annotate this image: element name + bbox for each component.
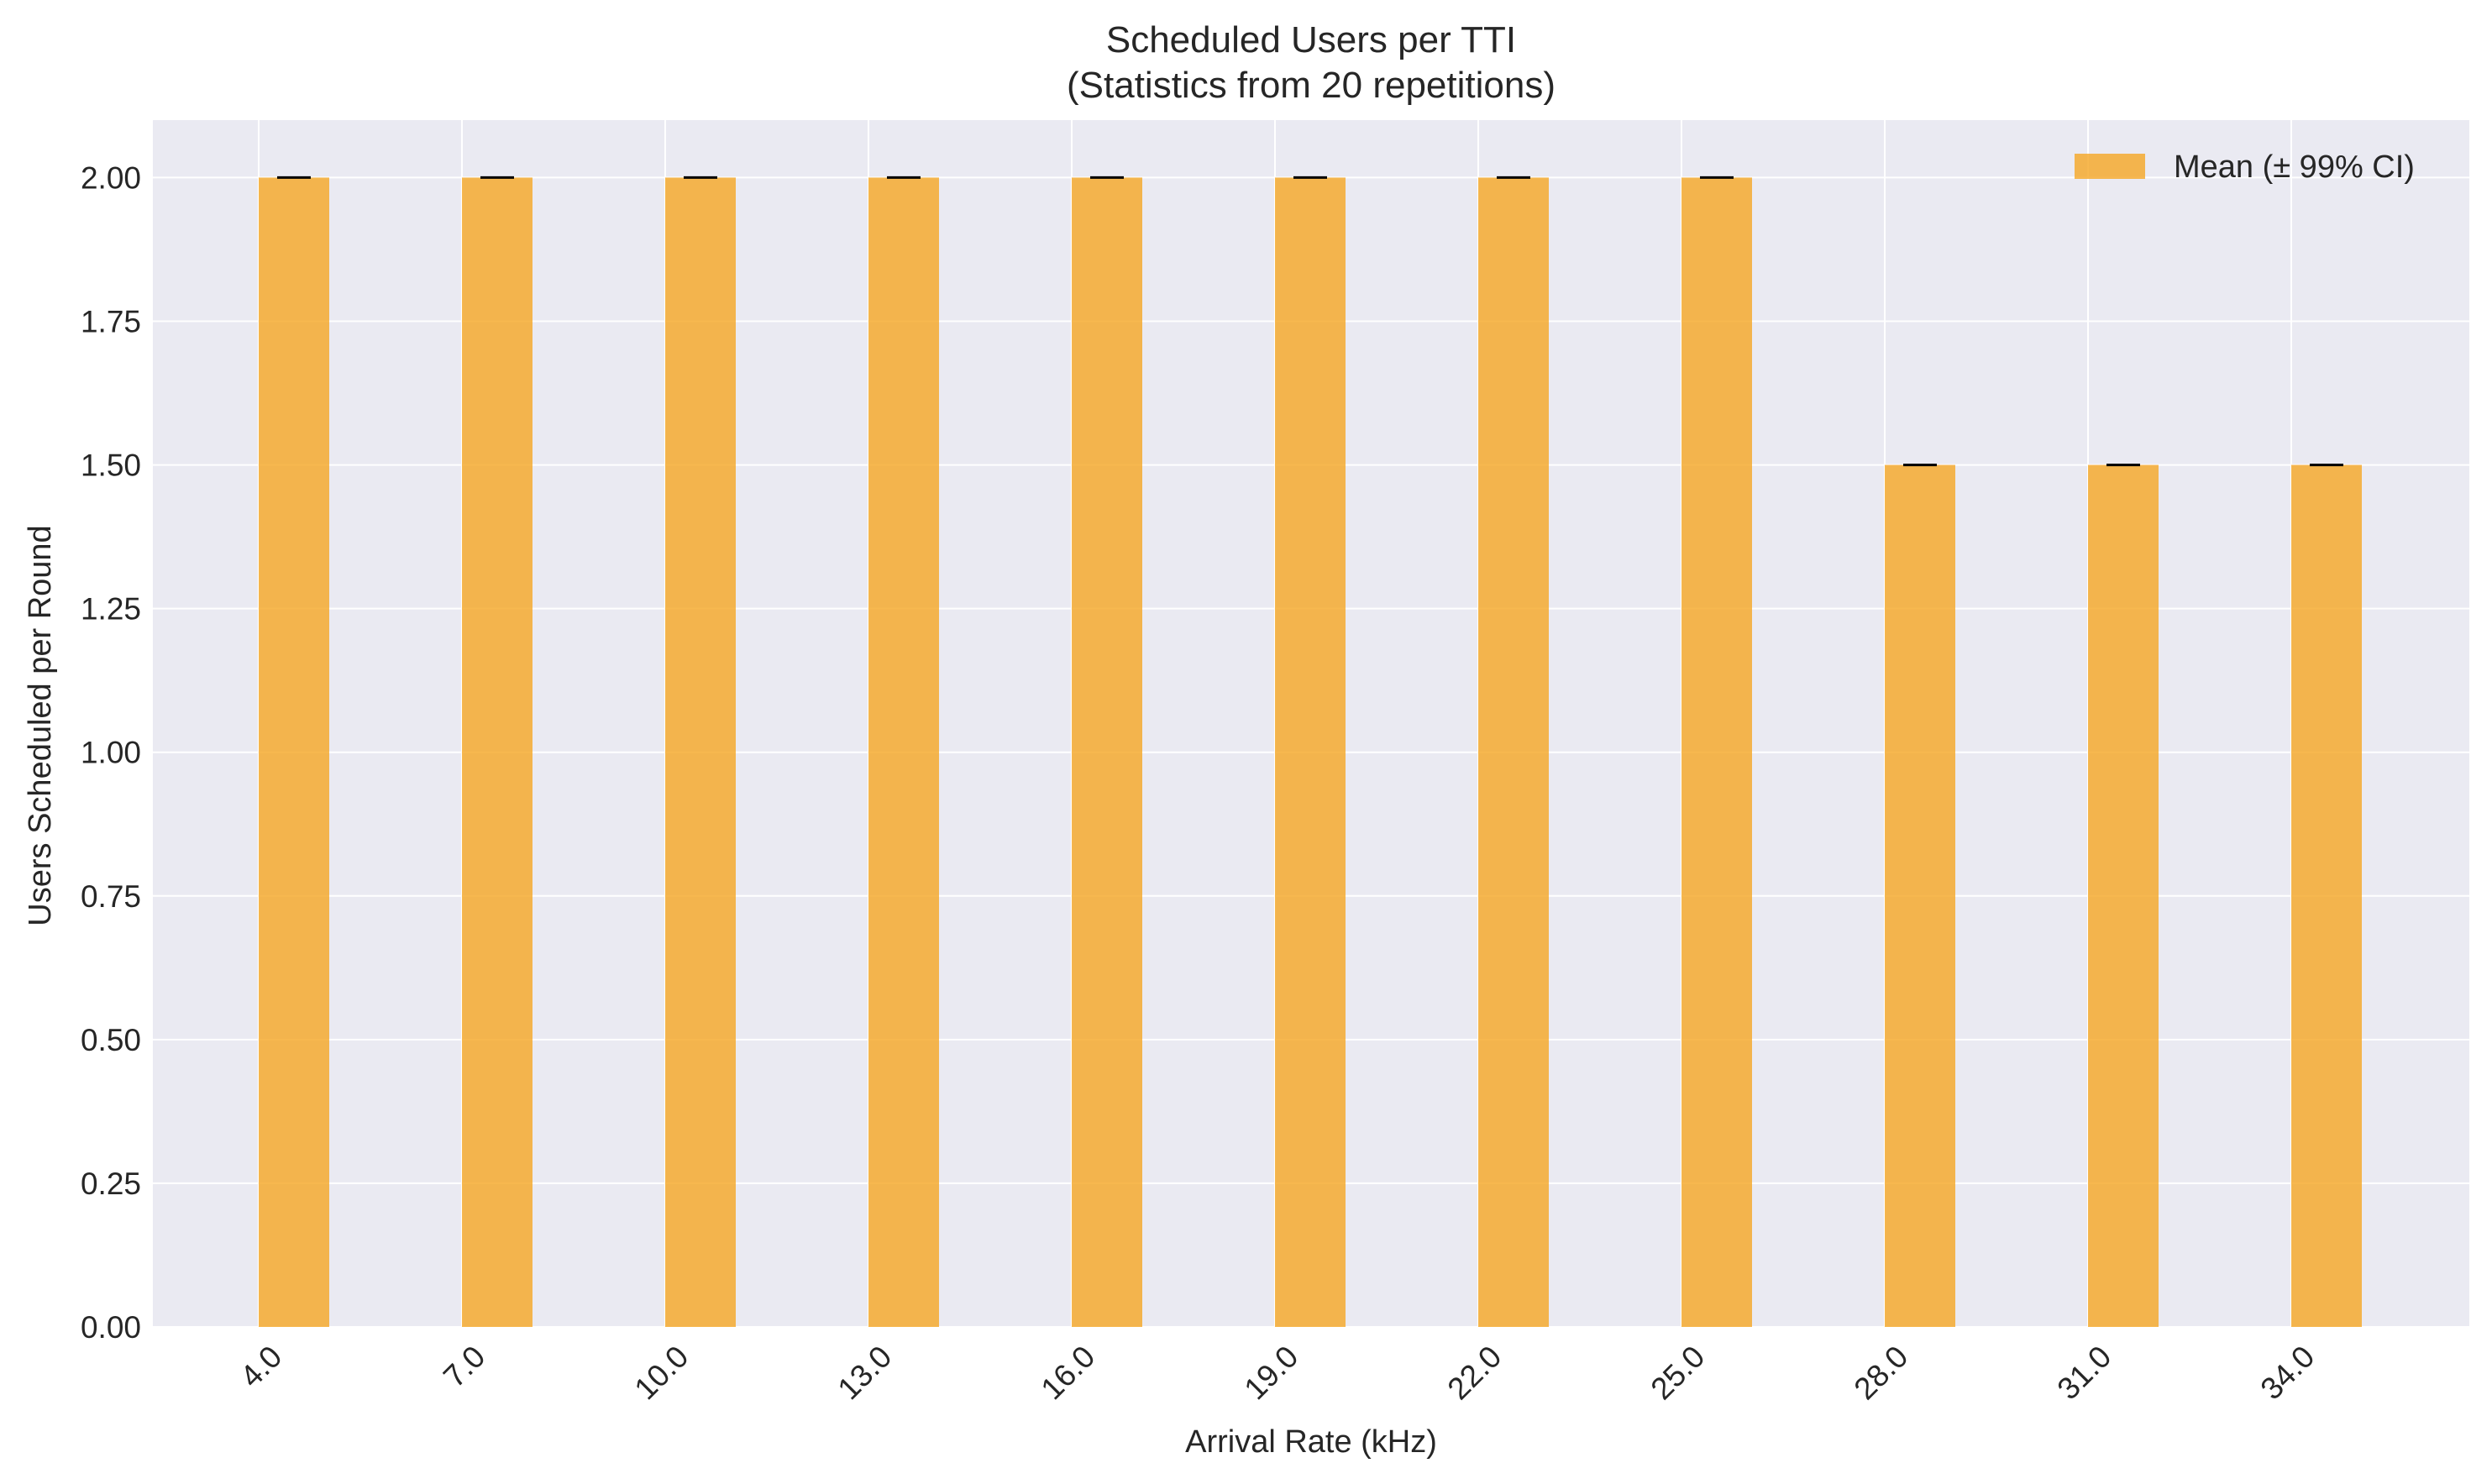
bar [2088, 464, 2159, 1327]
chart-title: Scheduled Users per TTI [1106, 19, 1516, 60]
bar [462, 177, 533, 1327]
y-tick-label: 2.00 [81, 160, 141, 195]
bar [1072, 177, 1142, 1327]
y-tick-label: 0.50 [81, 1023, 141, 1057]
y-tick-label: 0.00 [81, 1310, 141, 1345]
chart-subtitle: (Statistics from 20 repetitions) [1067, 65, 1556, 106]
bar [1681, 177, 1752, 1327]
y-tick-label: 0.75 [81, 879, 141, 914]
bar [2291, 464, 2362, 1327]
bar [259, 177, 329, 1327]
y-tick-label: 1.25 [81, 592, 141, 627]
bar [1275, 177, 1346, 1327]
y-axis-label: Users Scheduled per Round [23, 525, 58, 926]
y-tick-label: 1.75 [81, 305, 141, 339]
y-tick-label: 0.25 [81, 1167, 141, 1201]
legend: Mean (± 99% CI) [2075, 149, 2415, 185]
legend-label: Mean (± 99% CI) [2174, 149, 2415, 185]
y-tick-labels: 0.00 0.25 0.50 0.75 1.00 1.25 1.50 1.75 2.00 [81, 160, 141, 1345]
bar [1885, 464, 1955, 1327]
y-tick-label: 1.50 [81, 448, 141, 483]
legend-swatch [2075, 154, 2145, 179]
bar [868, 177, 939, 1327]
y-tick-label: 1.00 [81, 736, 141, 770]
error-bars [277, 176, 2343, 467]
bar [1478, 177, 1549, 1327]
x-axis-label: Arrival Rate (kHz) [1185, 1424, 1437, 1460]
bars [259, 177, 2362, 1327]
bar [665, 177, 736, 1327]
